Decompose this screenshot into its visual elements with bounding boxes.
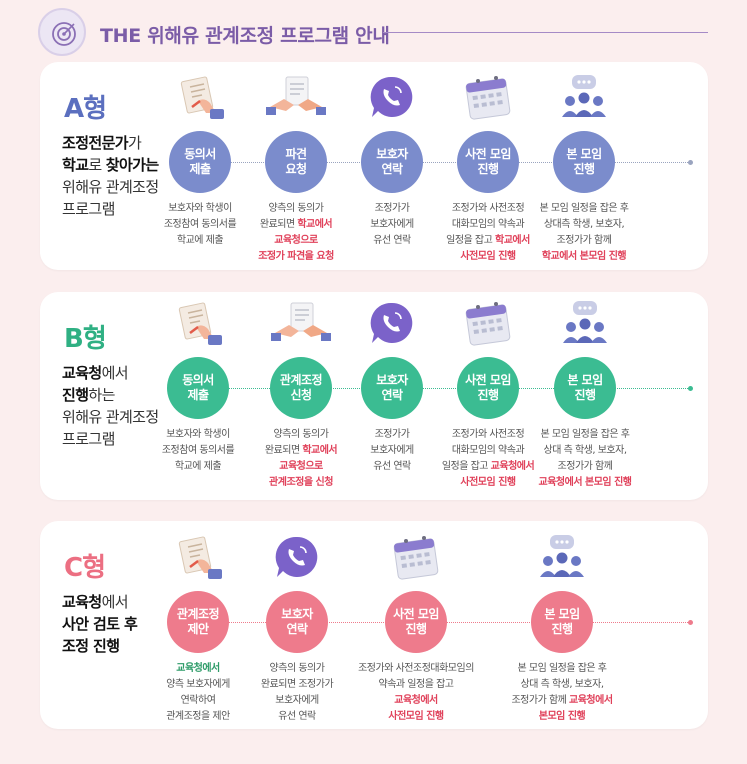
calendar-icon bbox=[458, 299, 518, 351]
step-title-badge: 관계조정 신청 bbox=[270, 357, 332, 419]
step-description: 본 모임 일정을 잡은 후 상대측 학생, 보호자, 조정가가 함께 학교에서 본모임… bbox=[539, 203, 629, 262]
timeline-end-dot bbox=[688, 620, 693, 625]
program-description: 교육청에서 사안 검토 후 조정 진행 bbox=[62, 593, 138, 655]
program-type-label: C형 bbox=[64, 553, 106, 583]
document-hand-icon bbox=[170, 73, 230, 125]
page-header: THE 위해유 관계조정 프로그램 안내 bbox=[38, 8, 718, 56]
step-description: 조정가가 보호자에게 유선 연락 bbox=[370, 203, 414, 246]
page-title: THE 위해유 관계조정 프로그램 안내 bbox=[100, 25, 390, 47]
step-description: 본 모임 일정을 잡은 후 상대 측 학생, 보호자, 조정가가 함께 교육청에서 본… bbox=[538, 429, 632, 488]
timeline-connector bbox=[175, 162, 690, 163]
step-title-badge: 본 모임 진행 bbox=[553, 131, 615, 193]
step-title-badge: 동의서 제출 bbox=[169, 131, 231, 193]
meeting-people-icon bbox=[532, 533, 592, 585]
document-hand-icon bbox=[168, 299, 228, 351]
timeline-end-dot bbox=[688, 386, 693, 391]
meeting-people-icon bbox=[554, 73, 614, 125]
document-hand-icon bbox=[168, 533, 228, 585]
program-description: 교육청에서 진행하는 위해유 관계조정 프로그램 bbox=[62, 364, 159, 448]
step-title-badge: 사전 모임 진행 bbox=[457, 357, 519, 419]
step-title-badge: 보호자 연락 bbox=[361, 357, 423, 419]
meeting-people-icon bbox=[555, 299, 615, 351]
step-description: 보호자와 학생이 조정참여 동의서를 학교에 제출 bbox=[161, 429, 235, 472]
phone-chat-icon bbox=[362, 73, 422, 125]
timeline-connector bbox=[175, 388, 690, 389]
calendar-icon bbox=[386, 533, 446, 585]
step-title-badge: 보호자 연락 bbox=[266, 591, 328, 653]
step-description: 본 모임 일정을 잡은 후 상대 측 학생, 보호자, 조정가가 함께 교육청에서 본… bbox=[511, 663, 613, 722]
step-description: 조정가가 보호자에게 유선 연락 bbox=[370, 429, 414, 472]
program-description: 조정전문가가 학교로 찾아가는 위해유 관계조정 프로그램 bbox=[62, 134, 159, 218]
step-title-badge: 관계조정 제안 bbox=[167, 591, 229, 653]
step-description: 조정가와 사전조정 대화모임의 약속과 일정을 잡고 학교에서 사전모임 진행 bbox=[446, 203, 530, 262]
step-description: 조정가와 사전조정 대화모임의 약속과 일정을 잡고 교육청에서 사전모임 진행 bbox=[441, 429, 535, 488]
step-title-badge: 사전 모임 진행 bbox=[385, 591, 447, 653]
step-title-badge: 보호자 연락 bbox=[361, 131, 423, 193]
header-divider bbox=[383, 32, 708, 33]
step-description: 양측의 동의가 완료되면 학교에서 교육청으로 조정가 파견을 요청 bbox=[258, 203, 334, 262]
program-type-label: A형 bbox=[64, 94, 107, 124]
target-badge-icon bbox=[38, 8, 86, 56]
step-title-badge: 파견 요청 bbox=[265, 131, 327, 193]
step-description: 보호자와 학생이 조정참여 동의서를 학교에 제출 bbox=[163, 203, 237, 246]
phone-chat-icon bbox=[362, 299, 422, 351]
program-type-label: B형 bbox=[64, 324, 107, 354]
handshake-paper-icon bbox=[266, 73, 326, 125]
step-title-badge: 동의서 제출 bbox=[167, 357, 229, 419]
calendar-icon bbox=[458, 73, 518, 125]
timeline-end-dot bbox=[688, 160, 693, 165]
step-description: 교육청에서 양측 보호자에게 연락하여 관계조정을 제안 bbox=[166, 663, 230, 722]
step-title-badge: 본 모임 진행 bbox=[531, 591, 593, 653]
step-description: 양측의 동의가 완료되면 학교에서 교육청으로 관계조정을 신청 bbox=[264, 429, 338, 488]
step-title-badge: 사전 모임 진행 bbox=[457, 131, 519, 193]
step-title-badge: 본 모임 진행 bbox=[554, 357, 616, 419]
step-description: 양측의 동의가 완료되면 조정가가 보호자에게 유선 연락 bbox=[260, 663, 334, 722]
step-description: 조정가와 사전조정대화모임의 약속과 일정을 잡고 교육청에서 사전모임 진행 bbox=[358, 663, 474, 722]
handshake-paper-icon bbox=[271, 299, 331, 351]
phone-chat-icon bbox=[267, 533, 327, 585]
